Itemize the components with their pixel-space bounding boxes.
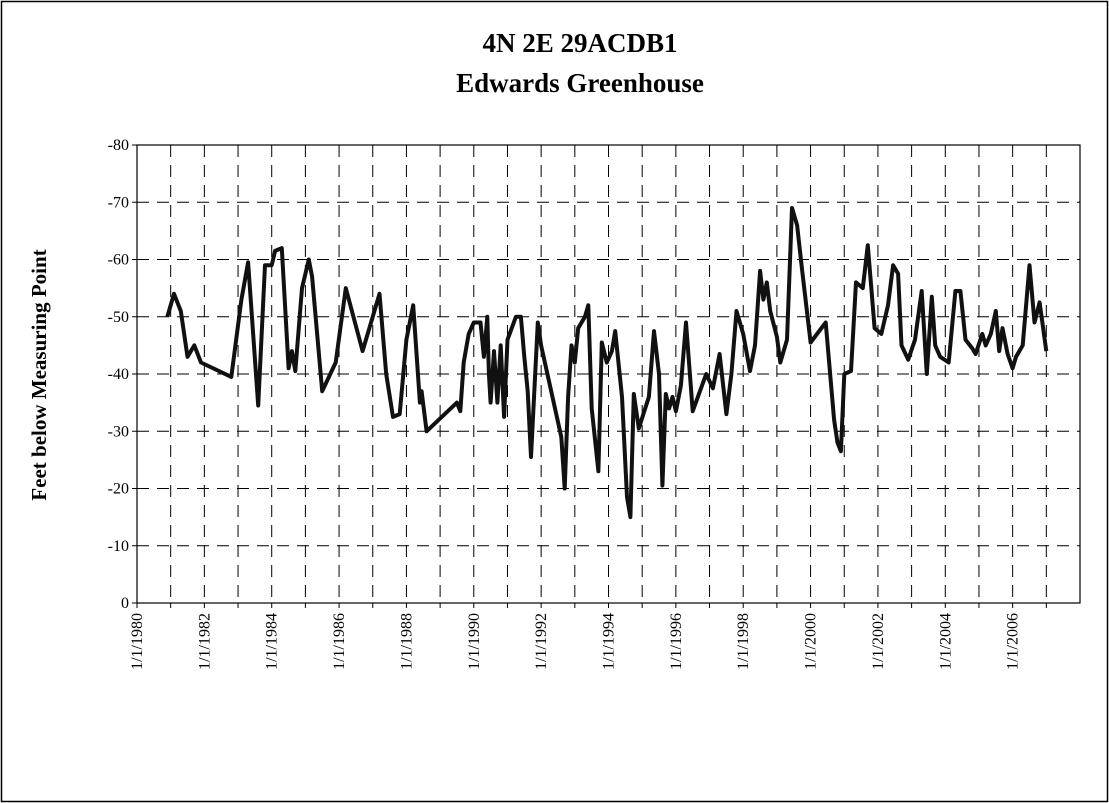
x-tick-label: 1/1/1986	[331, 613, 348, 670]
chart-subtitle: Edwards Greenhouse	[456, 68, 704, 98]
x-tick-label: 1/1/1998	[735, 613, 752, 670]
y-tick-label: -30	[108, 423, 129, 440]
x-tick-label: 1/1/2002	[870, 613, 887, 670]
data-line	[165, 206, 1049, 520]
chart-title: 4N 2E 29ACDB1	[482, 28, 677, 58]
plot-area	[136, 144, 1081, 604]
y-tick-label: -10	[108, 538, 129, 555]
x-tick-label: 1/1/2006	[1005, 613, 1022, 670]
y-tick-label: -60	[108, 252, 129, 269]
y-tick-label: -70	[108, 194, 129, 211]
y-tick-label: -80	[108, 137, 129, 154]
y-axis-label: Feet below Measuring Point	[27, 249, 51, 500]
x-tick-label: 1/1/1994	[601, 613, 618, 670]
x-tick-label: 1/1/2004	[937, 613, 954, 670]
x-tick-label: 1/1/1992	[533, 613, 550, 670]
y-tick-label: -20	[108, 481, 129, 498]
x-tick-label: 1/1/1984	[264, 613, 281, 670]
y-tick-label: 0	[121, 595, 129, 612]
x-tick-label: 1/1/1990	[466, 613, 483, 670]
x-tick-label: 1/1/1988	[398, 613, 415, 670]
x-tick-label: 1/1/1980	[129, 613, 146, 670]
y-tick-label: -40	[108, 366, 129, 383]
x-tick-label: 1/1/1982	[196, 613, 213, 670]
y-tick-label: -50	[108, 309, 129, 326]
x-tick-label: 1/1/2000	[803, 613, 820, 670]
x-tick-label: 1/1/1996	[668, 613, 685, 670]
